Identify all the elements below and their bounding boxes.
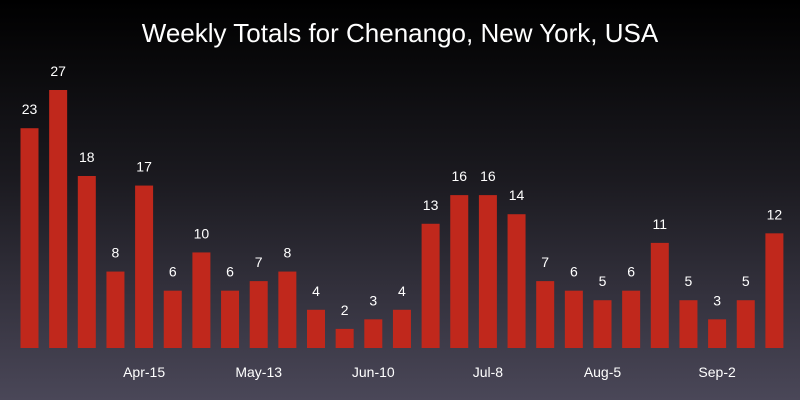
bar xyxy=(49,90,68,348)
bar xyxy=(163,290,182,348)
data-label: 5 xyxy=(599,273,607,289)
data-label: 5 xyxy=(742,273,750,289)
data-label: 23 xyxy=(22,101,38,117)
data-label: 10 xyxy=(194,225,210,241)
data-label: 8 xyxy=(283,245,291,261)
bar xyxy=(507,214,526,348)
bar xyxy=(106,271,125,348)
bar xyxy=(221,290,240,348)
data-label: 6 xyxy=(627,264,635,280)
bar xyxy=(765,233,784,348)
bar xyxy=(564,290,583,348)
bar xyxy=(421,223,440,348)
bar xyxy=(450,195,469,348)
bar xyxy=(278,271,297,348)
bar xyxy=(249,281,268,348)
bar xyxy=(192,252,211,348)
bar xyxy=(478,195,497,348)
bar xyxy=(77,176,96,348)
bar xyxy=(20,128,39,348)
data-label: 4 xyxy=(312,283,320,299)
bar xyxy=(708,319,727,348)
bars-group xyxy=(20,90,784,348)
data-label: 14 xyxy=(509,187,525,203)
x-tick-label: Jul-8 xyxy=(473,364,504,380)
bar xyxy=(335,328,354,348)
data-label: 27 xyxy=(50,63,66,79)
x-tick-label: Sep-2 xyxy=(698,364,736,380)
bar xyxy=(679,300,698,348)
data-label: 16 xyxy=(451,168,467,184)
data-label: 17 xyxy=(136,159,152,175)
bar xyxy=(622,290,641,348)
bar xyxy=(392,309,411,348)
data-label: 5 xyxy=(685,273,693,289)
bar xyxy=(736,300,755,348)
data-label: 4 xyxy=(398,283,406,299)
bar xyxy=(536,281,555,348)
bar xyxy=(650,242,669,348)
data-label: 11 xyxy=(653,216,668,232)
chart-title: Weekly Totals for Chenango, New York, US… xyxy=(141,18,659,48)
bar xyxy=(364,319,383,348)
data-label: 8 xyxy=(112,245,120,261)
x-tick-label: Jun-10 xyxy=(352,364,395,380)
bar xyxy=(135,185,154,348)
data-label: 13 xyxy=(423,197,439,213)
data-label: 12 xyxy=(767,206,783,222)
data-label: 6 xyxy=(570,264,578,280)
data-label: 6 xyxy=(169,264,177,280)
x-tick-labels-group: Apr-15 May-13 Jun-10 Jul-8 Aug-5 Sep-2 xyxy=(123,364,736,380)
x-tick-label: Aug-5 xyxy=(584,364,622,380)
data-label: 7 xyxy=(541,254,549,270)
data-label: 6 xyxy=(226,264,234,280)
x-tick-label: May-13 xyxy=(235,364,282,380)
bar xyxy=(307,309,325,348)
data-label: 18 xyxy=(79,149,95,165)
x-tick-label: Apr-15 xyxy=(123,364,165,380)
data-label: 16 xyxy=(480,168,496,184)
data-label: 3 xyxy=(369,292,377,308)
data-label: 3 xyxy=(713,292,721,308)
data-label: 2 xyxy=(341,302,349,318)
bar xyxy=(593,300,612,348)
data-label: 7 xyxy=(255,254,263,270)
